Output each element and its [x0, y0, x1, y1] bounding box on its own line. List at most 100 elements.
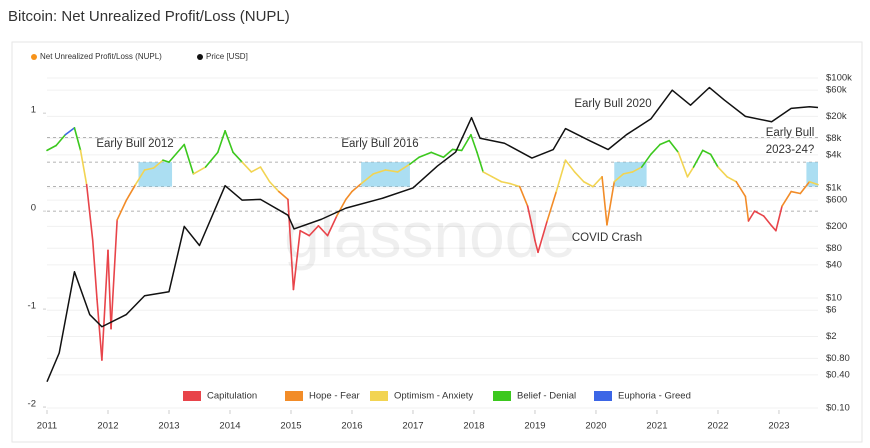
nupl-segment	[668, 139, 680, 154]
zone-legend-swatch	[493, 391, 511, 401]
y2-tick-label: $2	[826, 331, 837, 342]
annotation: Early Bull	[766, 127, 815, 139]
nupl-segment	[204, 151, 219, 168]
nupl-segment	[601, 176, 608, 226]
nupl-segment	[64, 127, 76, 136]
nupl-segment	[482, 171, 494, 178]
y2-tick-label: $40	[826, 259, 842, 270]
nupl-segment	[564, 159, 576, 173]
nupl-segment	[317, 225, 329, 237]
nupl-segment	[770, 225, 777, 232]
nupl-segment	[250, 166, 262, 173]
y-tick-label: -1	[28, 301, 36, 312]
nupl-segment	[224, 129, 234, 154]
nupl-segment	[701, 149, 712, 156]
nupl-segment	[241, 161, 253, 173]
nupl-segment	[110, 219, 118, 330]
nupl-segment	[573, 171, 585, 183]
legend-label: Price [USD]	[206, 52, 248, 61]
highlight	[361, 162, 410, 187]
nupl-segment	[152, 159, 164, 169]
nupl-segment	[143, 167, 155, 171]
x-tick-label: 2017	[402, 421, 423, 432]
x-tick-label: 2019	[524, 421, 545, 432]
annotation: Early Bull 2016	[341, 138, 418, 150]
y2-tick-label: $0.80	[826, 353, 850, 364]
x-tick-label: 2014	[219, 421, 240, 432]
nupl-segment	[351, 182, 362, 193]
nupl-segment	[659, 139, 670, 146]
y2-tick-label: $4k	[826, 149, 842, 160]
zone-legend-swatch	[285, 391, 303, 401]
annotation: Early Bull 2020	[574, 98, 651, 110]
nupl-segment	[335, 198, 347, 217]
nupl-segment	[326, 215, 338, 237]
x-tick-label: 2022	[707, 421, 728, 432]
zone-legend-label: Hope - Fear	[309, 391, 360, 402]
x-tick-label: 2020	[585, 421, 606, 432]
nupl-segment	[162, 159, 170, 163]
zone-legend-swatch	[594, 391, 612, 401]
zone-legend-swatch	[183, 391, 201, 401]
nupl-segment	[582, 180, 594, 188]
y2-tick-label: $6	[826, 305, 837, 316]
nupl-segment	[409, 156, 420, 165]
nupl-segment	[692, 149, 704, 168]
legend-label: Net Unrealized Profit/Loss (NUPL)	[40, 52, 162, 61]
nupl-segment	[775, 205, 783, 232]
nupl-segment	[762, 215, 773, 227]
zone-legend-label: Optimism - Anxiety	[394, 391, 473, 402]
nupl-segment	[292, 229, 301, 291]
y-tick-label: -2	[28, 399, 36, 410]
nupl-segment	[277, 190, 289, 201]
annotation: 2023-24?	[766, 144, 815, 156]
y-tick-label: 1	[31, 105, 36, 116]
nupl-segment	[91, 239, 98, 301]
legend-marker	[31, 54, 37, 60]
nupl-segment	[726, 176, 738, 183]
y2-tick-label: $1k	[826, 182, 842, 193]
nupl-segment	[808, 180, 819, 186]
y2-tick-label: $10	[826, 293, 842, 304]
nupl-segment	[781, 190, 792, 208]
nupl-segment	[396, 163, 411, 173]
zone-legend-label: Capitulation	[207, 391, 257, 402]
nupl-segment	[308, 225, 320, 237]
nupl-segment	[183, 143, 195, 175]
nupl-segment	[85, 183, 94, 242]
nupl-segment	[55, 133, 67, 147]
y2-tick-label: $20k	[826, 111, 847, 122]
zone-legend-swatch	[370, 391, 388, 401]
nupl-segment	[534, 239, 539, 254]
nupl-segment	[677, 151, 689, 178]
x-tick-label: 2023	[768, 421, 789, 432]
x-tick-label: 2015	[280, 421, 301, 432]
nupl-segment	[232, 151, 243, 163]
nupl-segment	[537, 220, 548, 254]
nupl-segment	[744, 195, 750, 222]
x-tick-label: 2016	[341, 421, 362, 432]
nupl-segment	[526, 205, 533, 227]
y2-tick-label: $0.40	[826, 369, 850, 380]
annotation: Early Bull 2012	[96, 138, 173, 150]
nupl-segment	[640, 153, 652, 168]
nupl-segment	[460, 133, 472, 152]
nupl-segment	[799, 180, 811, 195]
nupl-segment	[125, 183, 137, 202]
nupl-segment	[555, 159, 567, 193]
nupl-segment	[753, 210, 765, 217]
y2-tick-label: $0.10	[826, 403, 850, 414]
nupl-segment	[613, 173, 625, 183]
nupl-segment	[430, 151, 445, 159]
nupl-segment	[134, 169, 146, 186]
y-tick-label: 0	[31, 203, 36, 214]
nupl-segment	[192, 166, 207, 175]
nupl-segment	[470, 133, 478, 154]
nupl-segment	[345, 190, 353, 201]
nupl-segment	[96, 298, 103, 361]
highlight	[806, 162, 818, 187]
nupl-segment	[287, 198, 295, 291]
nupl-segment	[442, 148, 454, 159]
nupl-segment	[46, 144, 57, 152]
